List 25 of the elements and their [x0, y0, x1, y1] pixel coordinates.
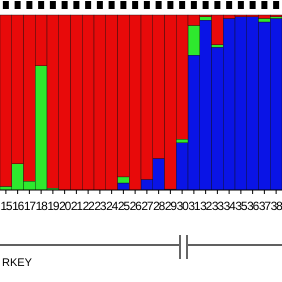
x-tick-label: 27	[141, 199, 154, 213]
x-tick-label: 20	[59, 199, 72, 213]
x-tick-label: 37	[258, 199, 272, 213]
x-tick-label: 25	[118, 199, 130, 213]
x-tick-label: 15	[0, 199, 13, 213]
x-tick-label: 24	[106, 199, 119, 213]
x-tick-label: 34	[224, 199, 236, 213]
x-tick-label: 35	[235, 199, 248, 213]
x-tick-label: 28	[153, 199, 166, 213]
x-tick-label: 38	[270, 199, 282, 213]
x-tick-label: 31	[188, 199, 201, 213]
x-tick-label: 32	[200, 199, 213, 213]
text: RKEY	[2, 257, 33, 269]
x-tick-label: 26	[130, 199, 142, 213]
x-tick-label: 33	[212, 199, 224, 213]
x-tick-label: 16	[12, 199, 25, 213]
x-tick-label: 36	[247, 199, 260, 213]
x-tick-label: 17	[24, 199, 36, 213]
x-tick-label: 29	[164, 199, 178, 213]
x-tick-label: 30	[176, 199, 190, 213]
x-tick-label: 22	[82, 199, 96, 213]
x-tick-label: 21	[70, 199, 84, 213]
x-tick-label: 19	[47, 199, 60, 213]
x-tick-label: 18	[36, 199, 48, 213]
x-tick-label: 23	[94, 199, 107, 213]
